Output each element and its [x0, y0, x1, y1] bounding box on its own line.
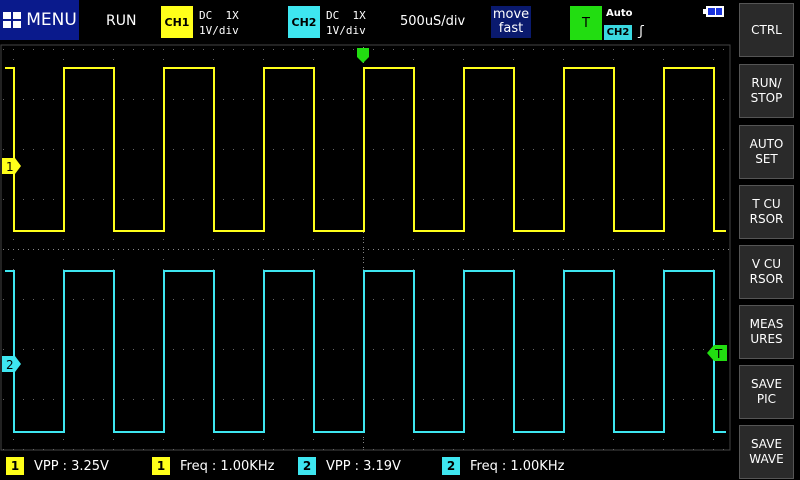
ch1-trace	[5, 67, 726, 232]
measurement-channel-badge: 1	[6, 457, 24, 475]
ctrl-button[interactable]: CTRL	[739, 3, 794, 57]
ch2-badge[interactable]: CH2	[288, 6, 320, 38]
measurement-label: Freq	[180, 458, 208, 474]
measurement-ch1-vpp: 1 VPP : 3.25V	[0, 454, 109, 478]
move-speed: fast	[498, 21, 524, 36]
measurement-value: : 3.19V	[354, 458, 401, 474]
ch1-badge[interactable]: CH1	[161, 6, 193, 38]
grid	[3, 47, 729, 450]
measurement-value: : 1.00KHz	[211, 458, 275, 474]
ch2-scale: 1V/div	[326, 24, 366, 37]
measurement-ch2-vpp: 2 VPP : 3.19V	[292, 454, 401, 478]
ch1-marker-label: 1	[6, 160, 14, 174]
save-pic-button[interactable]: SAVE PIC	[739, 365, 794, 419]
grid-icon	[3, 12, 22, 28]
trigger-level-marker	[707, 345, 727, 361]
measurement-ch2-freq: 2 Freq : 1.00KHz	[436, 454, 564, 478]
trigger-source: CH2	[604, 25, 632, 40]
measurement-channel-badge: 2	[442, 457, 460, 475]
measurement-label: VPP	[34, 458, 59, 474]
ch2-info: DC 1X 1V/div	[326, 8, 366, 38]
move-speed-toggle[interactable]: move fast	[491, 6, 531, 38]
run-stop-button[interactable]: RUN/ STOP	[739, 64, 794, 118]
ch1-info: DC 1X 1V/div	[199, 8, 239, 38]
ch2-coupling: DC 1X	[326, 9, 366, 22]
ch1-coupling: DC 1X	[199, 9, 239, 22]
plot-frame	[0, 44, 731, 451]
trigger-level-label: T	[714, 347, 723, 361]
measurement-ch1-freq: 1 Freq : 1.00KHz	[146, 454, 274, 478]
menu-label: MENU	[26, 10, 77, 30]
save-wave-button[interactable]: SAVE WAVE	[739, 425, 794, 479]
measurement-channel-badge: 2	[298, 457, 316, 475]
measurement-label: Freq	[470, 458, 498, 474]
battery-icon	[703, 6, 724, 17]
measurement-label: VPP	[326, 458, 351, 474]
ch2-marker-label: 2	[6, 358, 14, 372]
move-label: move	[492, 7, 530, 22]
trigger-badge[interactable]: T	[570, 6, 602, 40]
auto-set-button[interactable]: AUTO SET	[739, 125, 794, 179]
trigger-mode: Auto	[606, 8, 633, 19]
t-cursor-button[interactable]: T CU RSOR	[739, 185, 794, 239]
menu-button[interactable]: MENU	[0, 0, 79, 40]
trigger-position-marker	[357, 48, 369, 63]
timebase[interactable]: 500uS/div	[400, 14, 466, 29]
measurement-channel-badge: 1	[152, 457, 170, 475]
ch1-level-marker	[2, 158, 21, 174]
ch1-scale: 1V/div	[199, 24, 239, 37]
measures-button[interactable]: MEAS URES	[739, 305, 794, 359]
measurement-value: : 3.25V	[62, 458, 109, 474]
ch2-trace	[5, 270, 726, 433]
v-cursor-button[interactable]: V CU RSOR	[739, 245, 794, 299]
measurement-value: : 1.00KHz	[501, 458, 565, 474]
rising-edge-icon: ʃ	[637, 24, 645, 39]
ch2-level-marker	[2, 356, 21, 372]
run-status: RUN	[106, 13, 137, 29]
